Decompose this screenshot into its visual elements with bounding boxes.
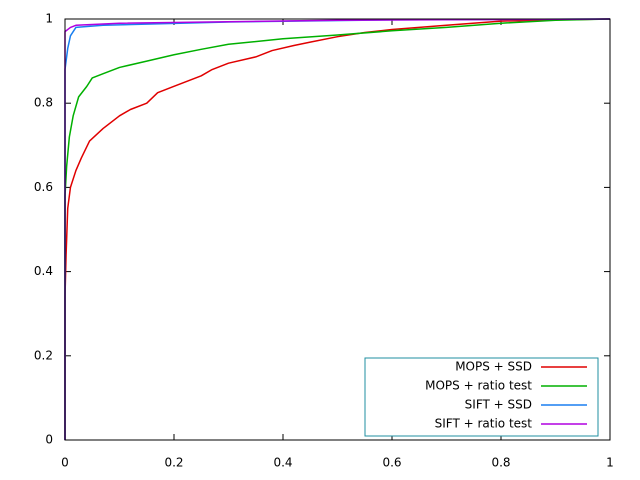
x-tick-label: 0.4 xyxy=(273,456,292,470)
legend-box xyxy=(364,357,599,437)
y-tick-label: 0.6 xyxy=(34,180,53,194)
y-tick-label: 0 xyxy=(45,433,53,447)
roc-curve xyxy=(64,18,611,440)
x-tick-label: 0.6 xyxy=(382,456,401,470)
x-tick-label: 0.2 xyxy=(164,456,183,470)
legend-label: MOPS + ratio test xyxy=(425,379,532,393)
y-tick-label: 0.2 xyxy=(34,348,53,362)
x-tick-label: 1 xyxy=(606,456,614,470)
plot-frame xyxy=(64,18,611,441)
legend-label: SIFT + ratio test xyxy=(435,417,533,431)
y-tick-label: 1 xyxy=(45,12,53,26)
roc-curve xyxy=(64,18,611,440)
x-tick-label: 0 xyxy=(61,456,69,470)
legend-label: MOPS + SSD xyxy=(455,360,532,374)
legend-label: SIFT + SSD xyxy=(465,398,532,412)
y-tick-label: 0.8 xyxy=(34,96,53,110)
x-tick-label: 0.8 xyxy=(491,456,510,470)
y-tick-label: 0.4 xyxy=(34,264,53,278)
